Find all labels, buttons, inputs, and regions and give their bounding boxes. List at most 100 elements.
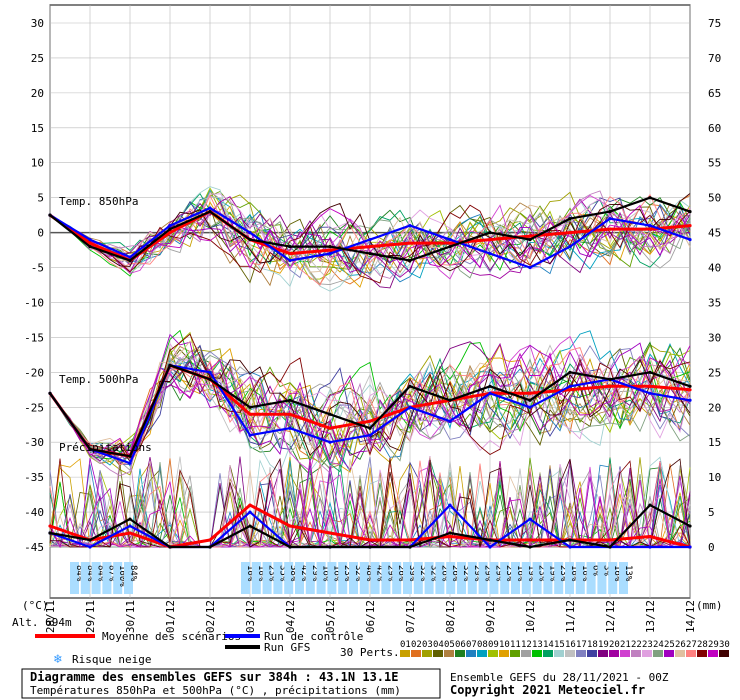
snow-risk-box — [403, 562, 412, 594]
series-point — [288, 524, 292, 528]
snow-risk-box — [565, 562, 574, 594]
series-point — [288, 258, 292, 263]
x-tick-label: 14/12 — [684, 600, 697, 633]
snow-risk-label: 10% — [569, 565, 579, 582]
series-point — [528, 398, 532, 402]
series-point — [48, 213, 52, 217]
ensemble-member-precip — [49, 457, 691, 549]
series-point — [568, 545, 572, 549]
ensemble-member-t850 — [49, 196, 691, 283]
perturbation-swatch — [697, 650, 707, 657]
series-point — [528, 405, 532, 409]
series-point — [288, 412, 292, 416]
x-tick-label: 01/12 — [164, 600, 177, 633]
perturbation-swatch — [708, 650, 718, 657]
series-point — [688, 210, 692, 214]
series-point — [448, 241, 452, 245]
ensemble-member-precip — [50, 462, 691, 548]
series-point — [328, 412, 332, 416]
series-point — [248, 405, 252, 409]
perturbation-id: 05 — [444, 640, 455, 650]
snow-risk-box — [251, 562, 261, 594]
perturbation-swatch — [587, 650, 597, 657]
perturbation-swatch — [411, 650, 421, 657]
x-tick-label: 03/12 — [244, 600, 257, 633]
snow-risk-box — [532, 562, 542, 594]
perturbation-id: 03 — [422, 640, 433, 650]
snow-risk-box — [284, 562, 294, 594]
snow-risk-label: 84% — [96, 565, 106, 582]
snow-risk-label: 6% — [591, 565, 601, 576]
right-tick-label: 15 — [708, 436, 721, 449]
ensemble-member-t500 — [49, 345, 691, 459]
snow-risk-label: 23% — [558, 565, 568, 582]
series-point — [648, 503, 652, 507]
ensemble-member-precip — [49, 458, 691, 548]
snow-risk-label: 19% — [547, 565, 557, 582]
footer-run: Ensemble GEFS du 28/11/2021 - 00Z — [450, 671, 669, 684]
series-point — [168, 231, 172, 235]
series-point — [568, 388, 572, 392]
series-point — [568, 370, 572, 374]
series-point — [648, 196, 652, 200]
left-tick-label: 0 — [37, 227, 44, 240]
snow-risk-box — [70, 562, 79, 594]
series-point — [568, 538, 572, 542]
x-tick-label: 12/12 — [604, 600, 617, 633]
series-point — [368, 433, 372, 437]
snow-risk-box — [392, 562, 402, 594]
snow-risk-label: 29% — [310, 565, 320, 582]
series-point — [528, 265, 532, 270]
legend-snow-label: Risque neige — [72, 653, 151, 666]
footer-title-prefix: Diagramme des ensembles GEFS sur 384h : — [30, 670, 312, 684]
series-point — [248, 433, 252, 437]
perturbation-swatch — [609, 650, 619, 657]
snow-risk-box — [262, 562, 272, 594]
series-point — [568, 217, 572, 221]
series-point — [448, 398, 452, 402]
series-point — [168, 224, 172, 228]
snow-risk-box — [316, 562, 326, 594]
series-point — [88, 538, 92, 542]
perturbation-swatch — [686, 650, 696, 657]
snow-risk-label: 3% — [601, 565, 611, 576]
snow-risk-box — [543, 562, 553, 594]
snow-risk-box — [457, 562, 466, 594]
series-point — [488, 237, 492, 242]
left-tick-label: -10 — [24, 296, 44, 309]
series-point — [288, 426, 292, 430]
perturbation-swatch — [576, 650, 586, 657]
perturbation-swatch — [719, 650, 729, 657]
snow-risk-label: 42% — [299, 565, 309, 582]
series-point — [528, 237, 532, 242]
snow-risk-label: 87% — [106, 565, 116, 582]
snow-risk-label: 16% — [612, 565, 622, 582]
right-tick-label: 65 — [708, 87, 721, 100]
left-tick-label: -30 — [24, 436, 44, 449]
snow-risk-box — [424, 562, 434, 594]
x-tick-label: 05/12 — [324, 600, 337, 633]
left-tick-label: 20 — [31, 87, 44, 100]
series-point — [688, 524, 692, 528]
left-tick-label: -25 — [24, 401, 44, 414]
series-point — [248, 412, 252, 416]
right-tick-label: 40 — [708, 262, 721, 275]
right-axis-unit: (mm) — [696, 599, 723, 612]
series-point — [368, 545, 372, 549]
right-tick-label: 45 — [708, 227, 721, 240]
series-point — [648, 370, 652, 374]
panel-label-precip: Précipitations — [59, 441, 152, 454]
perturbation-id: 01 — [400, 640, 411, 650]
snow-risk-box — [241, 562, 250, 594]
snow-risk-box — [273, 562, 283, 594]
snow-risk-box — [359, 562, 369, 594]
series-point — [328, 545, 332, 549]
snow-risk-label: 26% — [450, 565, 460, 582]
perturbation-swatch — [477, 650, 487, 657]
series-point — [448, 244, 452, 249]
x-tick-label: 07/12 — [404, 600, 417, 633]
snow-risk-box — [554, 562, 564, 594]
series-point — [408, 258, 412, 263]
snow-risk-label: 19% — [526, 565, 536, 582]
perturbation-id: 11 — [510, 640, 521, 650]
